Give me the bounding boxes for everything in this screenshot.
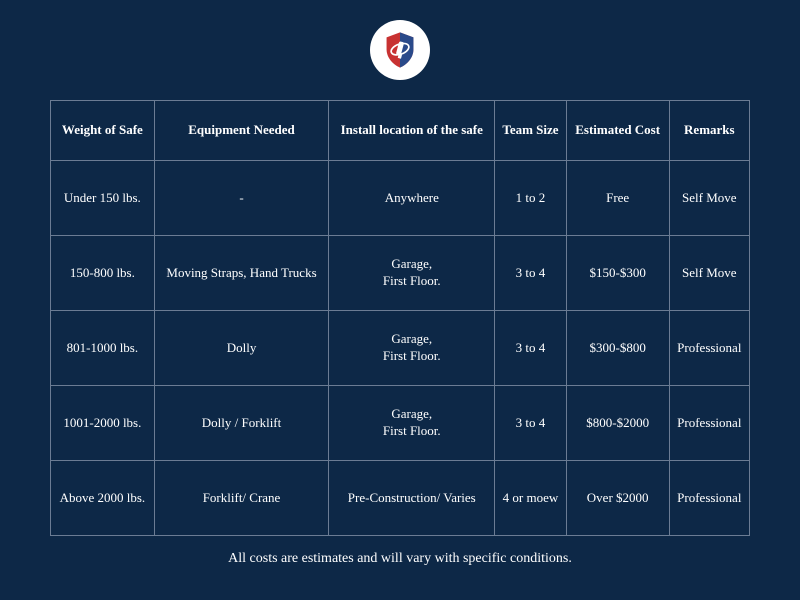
table-cell: Over $2000 <box>566 461 669 536</box>
table-cell: Self Move <box>669 236 749 311</box>
table-cell: Forklift/ Crane <box>154 461 329 536</box>
table-row: 801-1000 lbs.DollyGarage, First Floor.3 … <box>51 311 750 386</box>
table-cell: Dolly / Forklift <box>154 386 329 461</box>
table-cell: $150-$300 <box>566 236 669 311</box>
table-row: 1001-2000 lbs.Dolly / ForkliftGarage, Fi… <box>51 386 750 461</box>
table-cell: Above 2000 lbs. <box>51 461 155 536</box>
table-cell: Pre-Construction/ Varies <box>329 461 495 536</box>
footnote-text: All costs are estimates and will vary wi… <box>228 551 572 567</box>
col-header: Team Size <box>495 101 567 161</box>
table-cell: Professional <box>669 311 749 386</box>
col-header: Install location of the safe <box>329 101 495 161</box>
table-cell: Anywhere <box>329 161 495 236</box>
table-cell: Garage, First Floor. <box>329 311 495 386</box>
table-cell: Free <box>566 161 669 236</box>
table-body: Under 150 lbs.-Anywhere1 to 2FreeSelf Mo… <box>51 161 750 536</box>
table-cell: Dolly <box>154 311 329 386</box>
table-row: Above 2000 lbs.Forklift/ CranePre-Constr… <box>51 461 750 536</box>
shield-logo-icon <box>379 29 421 71</box>
table-cell: 3 to 4 <box>495 386 567 461</box>
table-cell: 1001-2000 lbs. <box>51 386 155 461</box>
table-cell: 150-800 lbs. <box>51 236 155 311</box>
safe-moving-cost-table: Weight of Safe Equipment Needed Install … <box>50 100 750 536</box>
table-cell: Under 150 lbs. <box>51 161 155 236</box>
table-cell: 801-1000 lbs. <box>51 311 155 386</box>
table-cell: 3 to 4 <box>495 236 567 311</box>
table-cell: $800-$2000 <box>566 386 669 461</box>
table-cell: Garage, First Floor. <box>329 236 495 311</box>
table-row: 150-800 lbs.Moving Straps, Hand TrucksGa… <box>51 236 750 311</box>
col-header: Estimated Cost <box>566 101 669 161</box>
table-cell: Garage, First Floor. <box>329 386 495 461</box>
table-cell: 3 to 4 <box>495 311 567 386</box>
logo-container <box>370 20 430 80</box>
table-cell: Moving Straps, Hand Trucks <box>154 236 329 311</box>
col-header: Weight of Safe <box>51 101 155 161</box>
col-header: Equipment Needed <box>154 101 329 161</box>
table-cell: Self Move <box>669 161 749 236</box>
table-row: Under 150 lbs.-Anywhere1 to 2FreeSelf Mo… <box>51 161 750 236</box>
col-header: Remarks <box>669 101 749 161</box>
table-cell: $300-$800 <box>566 311 669 386</box>
table-header-row: Weight of Safe Equipment Needed Install … <box>51 101 750 161</box>
table-cell: Professional <box>669 461 749 536</box>
table-cell: 1 to 2 <box>495 161 567 236</box>
table-cell: - <box>154 161 329 236</box>
table-cell: 4 or moew <box>495 461 567 536</box>
table-cell: Professional <box>669 386 749 461</box>
